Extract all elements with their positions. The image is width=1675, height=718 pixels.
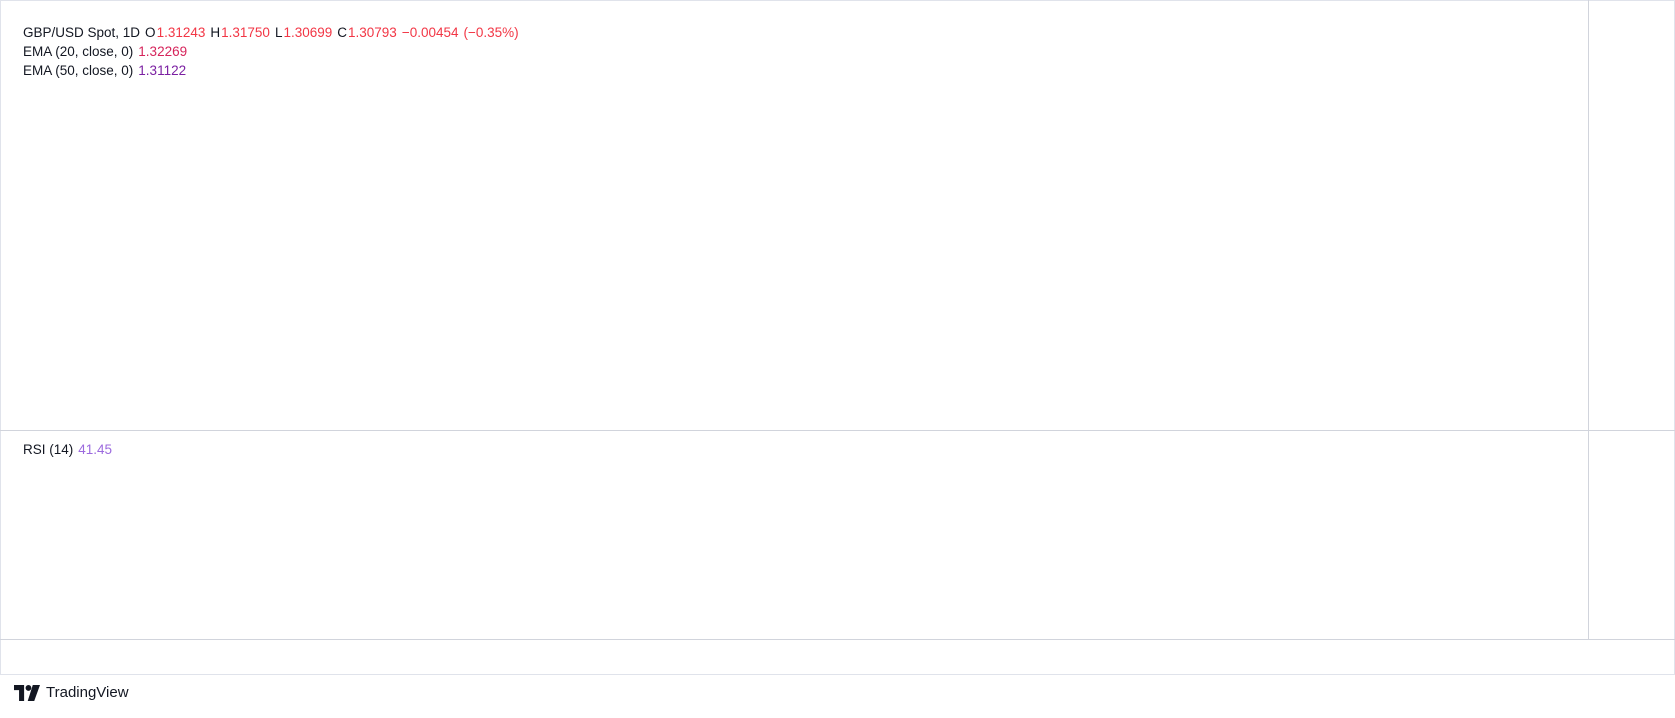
ohlc-name: H [210,25,221,40]
legend-name: RSI (14) [23,442,74,457]
logo [14,684,40,701]
footer: TradingView [14,684,129,701]
legend-value: 1.32269 [138,44,188,59]
axes [0,0,1675,640]
ohlc-name: O [145,25,156,40]
ohlc-value: 1.30793 [348,25,397,40]
change-value: −0.00454 [401,25,459,40]
ohlc-name: C [337,25,348,40]
legend-value: 41.45 [78,442,113,457]
brand: TradingView [46,684,129,701]
legend-name: EMA (20, close, 0) [23,44,134,59]
ohlc-value: 1.30699 [283,25,333,40]
change-percent: (−0.35%) [463,25,519,40]
price-legend: GBP/USD Spot, 1D O1.31243 H1.31750 L1.30699… [23,23,524,42]
rsi-legend: RSI (14) 41.45 [23,440,117,459]
legend-value: 1.31122 [138,63,187,78]
ema-legend: EMA (20, close, 0) 1.32269 EMA (50, close,… [23,42,192,80]
ohlc-name: L [274,25,283,40]
ohlc-value: 1.31750 [221,25,270,40]
symbol-title: GBP/USD Spot, 1D [23,25,141,40]
ohlc-value: 1.31243 [156,25,206,40]
frame [0,0,1675,675]
legend-row: EMA (50, close, 0) 1.31122 [23,61,192,80]
legend-row: EMA (20, close, 0) 1.32269 [23,42,192,61]
legend-name: EMA (50, close, 0) [23,63,134,78]
